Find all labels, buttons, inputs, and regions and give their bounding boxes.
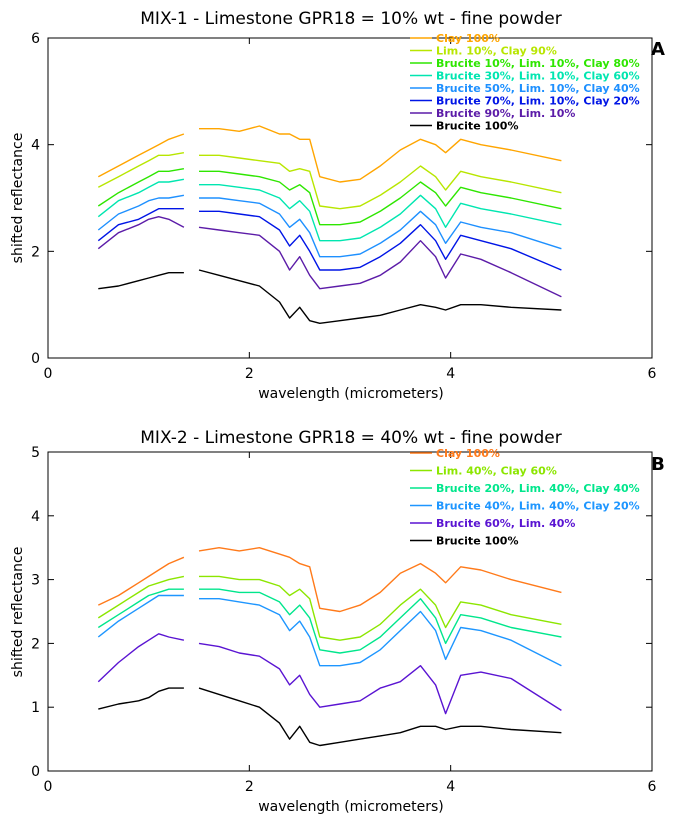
panel-a-x-tick-label: 4: [446, 366, 455, 382]
panel-b-x-tick-label: 6: [648, 779, 657, 795]
panel-a-legend-label-8: Brucite 100%: [436, 120, 518, 133]
panel-a-series-line-1: [97, 125, 562, 183]
panel-a-series-line-3: [97, 168, 562, 226]
panel-b-title: MIX-2 - Limestone GPR18 = 40% wt - fine …: [140, 428, 561, 448]
panel-a-title: MIX-1 - Limestone GPR18 = 10% wt - fine …: [140, 9, 561, 29]
panel-b-ylabel: shifted reflectance: [10, 547, 26, 678]
panel-a-y-tick-label: 0: [31, 351, 40, 367]
panel-b-legend-label-1: Clay 100%: [436, 447, 500, 460]
panel-a-xlabel: wavelength (micrometers): [258, 386, 444, 402]
panel-a-legend-label-1: Clay 100%: [436, 32, 500, 45]
panel-b-series-line-1: [97, 547, 562, 613]
panel-a-legend-label-7: Brucite 90%, Lim. 10%: [436, 107, 575, 120]
panel-a-series-line-8: [98, 269, 562, 324]
panel-b-series-line-2: [97, 575, 562, 641]
panel-a-legend-label-5: Brucite 50%, Lim. 10%, Clay 40%: [436, 82, 640, 95]
panel-b: MIX-2 - Limestone GPR18 = 40% wt - fine …: [10, 428, 665, 815]
panel-a-series-line-5: [97, 194, 562, 258]
panel-b-legend-label-4: Brucite 40%, Lim. 40%, Clay 20%: [436, 500, 640, 513]
panel-a-legend-label-4: Brucite 30%, Lim. 10%, Clay 60%: [436, 70, 640, 83]
panel-b-series-line-3: [97, 588, 562, 654]
panel-a-legend-label-2: Lim. 10%, Clay 90%: [436, 45, 557, 58]
panel-a-series-line-6: [97, 208, 562, 271]
panel-b-y-tick-label: 0: [31, 764, 40, 780]
panel-a-legend-label-6: Brucite 70%, Lim. 10%, Clay 20%: [436, 95, 640, 108]
panel-b-y-tick-label: 5: [31, 445, 40, 461]
panel-b-x-tick-label: 0: [44, 779, 53, 795]
panel-a-letter: A: [651, 39, 665, 60]
panel-a-y-tick-label: 6: [31, 31, 40, 47]
panel-b-y-tick-label: 4: [31, 509, 40, 525]
panel-a: MIX-1 - Limestone GPR18 = 10% wt - fine …: [10, 9, 665, 402]
panel-a-plot-frame: [47, 37, 653, 359]
panel-a-x-tick-label: 0: [44, 366, 53, 382]
panel-a-x-tick-label: 6: [648, 366, 657, 382]
panel-b-legend-label-6: Brucite 100%: [436, 535, 518, 548]
panel-a-ylabel: shifted reflectance: [10, 133, 26, 264]
panel-b-letter: B: [651, 454, 665, 475]
panel-a-series-line-7: [97, 216, 562, 298]
panel-b-xlabel: wavelength (micrometers): [258, 799, 444, 815]
panel-a-y-tick-label: 4: [31, 138, 40, 154]
panel-a-series-line-4: [97, 178, 562, 242]
panel-a-x-tick-label: 2: [245, 366, 254, 382]
panel-b-y-tick-label: 2: [31, 636, 40, 652]
panel-a-y-tick-label: 2: [31, 244, 40, 260]
panel-b-legend-label-3: Brucite 20%, Lim. 40%, Clay 40%: [436, 482, 640, 495]
panel-a-legend-label-3: Brucite 10%, Lim. 10%, Clay 80%: [436, 57, 640, 70]
panel-b-y-tick-label: 1: [31, 700, 40, 716]
panel-b-legend-label-5: Brucite 60%, Lim. 40%: [436, 517, 575, 530]
panel-b-legend-label-2: Lim. 40%, Clay 60%: [436, 465, 557, 478]
panel-b-y-tick-label: 3: [31, 573, 40, 589]
panel-a-series-line-2: [97, 152, 562, 210]
panel-b-x-tick-label: 4: [446, 779, 455, 795]
panel-b-series-line-5: [97, 633, 562, 715]
panel-b-series-line-4: [97, 594, 562, 667]
panel-b-plot-frame: [47, 451, 653, 772]
panel-b-series-line-6: [98, 687, 562, 747]
panel-b-x-tick-label: 2: [245, 779, 254, 795]
